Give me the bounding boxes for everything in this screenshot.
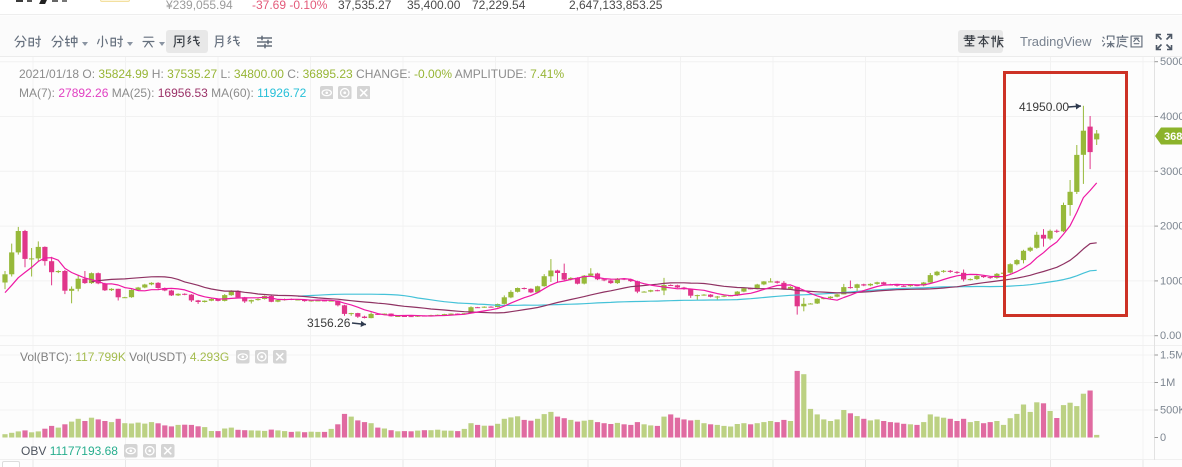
svg-text:0: 0 [1160, 432, 1166, 444]
svg-text:10000.00: 10000.00 [1160, 275, 1182, 287]
svg-text:40000.00: 40000.00 [1160, 111, 1182, 123]
svg-text:50000.00: 50000.00 [1160, 56, 1182, 68]
svg-text:500K: 500K [1160, 405, 1182, 417]
svg-text:1M: 1M [1160, 377, 1175, 389]
svg-text:30000.00: 30000.00 [1160, 166, 1182, 178]
svg-text:20000.00: 20000.00 [1160, 221, 1182, 233]
svg-text:0.00: 0.00 [1160, 330, 1181, 342]
svg-text:36895.23: 36895.23 [1164, 131, 1182, 143]
svg-text:1.5M: 1.5M [1160, 350, 1182, 362]
